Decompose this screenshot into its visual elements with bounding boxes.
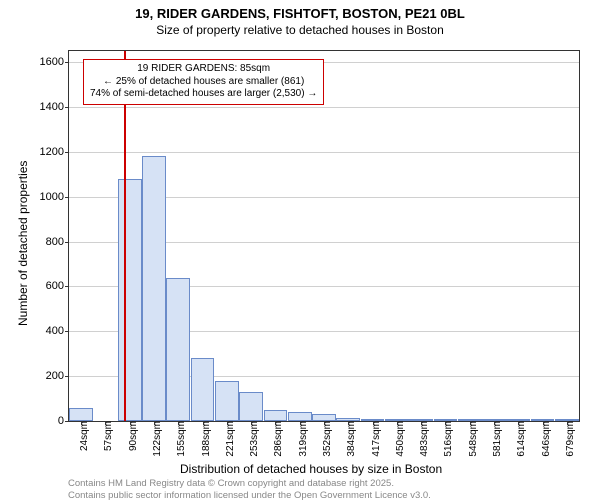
x-tick-label: 679sqm xyxy=(563,421,576,457)
chart-subtitle: Size of property relative to detached ho… xyxy=(0,23,600,39)
x-tick-mark xyxy=(324,421,325,425)
x-tick-mark xyxy=(251,421,252,425)
x-tick-label: 57sqm xyxy=(101,421,114,451)
y-tick-mark xyxy=(65,197,69,198)
histogram-bar xyxy=(69,408,93,421)
x-tick-label: 155sqm xyxy=(174,421,187,457)
x-tick-label: 188sqm xyxy=(199,421,212,457)
x-tick-mark xyxy=(130,421,131,425)
plot-area: 0200400600800100012001400160024sqm57sqm9… xyxy=(68,50,580,422)
x-tick-mark xyxy=(543,421,544,425)
histogram-bar xyxy=(215,381,239,421)
gridline xyxy=(69,152,579,153)
x-tick-label: 253sqm xyxy=(247,421,260,457)
x-tick-label: 516sqm xyxy=(441,421,454,457)
histogram-bar xyxy=(191,358,215,421)
histogram-bar xyxy=(288,412,312,421)
x-tick-label: 483sqm xyxy=(417,421,430,457)
x-tick-mark xyxy=(203,421,204,425)
y-tick-mark xyxy=(65,421,69,422)
x-tick-mark xyxy=(397,421,398,425)
x-tick-mark xyxy=(105,421,106,425)
gridline xyxy=(69,107,579,108)
x-tick-mark xyxy=(470,421,471,425)
chart-title: 19, RIDER GARDENS, FISHTOFT, BOSTON, PE2… xyxy=(0,0,600,23)
x-tick-label: 417sqm xyxy=(369,421,382,457)
x-tick-mark xyxy=(81,421,82,425)
y-tick-mark xyxy=(65,242,69,243)
x-tick-mark xyxy=(445,421,446,425)
x-tick-mark xyxy=(275,421,276,425)
y-tick-mark xyxy=(65,331,69,332)
y-tick-mark xyxy=(65,376,69,377)
info-box: 19 RIDER GARDENS: 85sqm ← 25% of detache… xyxy=(83,59,324,105)
x-tick-label: 646sqm xyxy=(539,421,552,457)
x-tick-label: 90sqm xyxy=(126,421,139,451)
chart-container: 19, RIDER GARDENS, FISHTOFT, BOSTON, PE2… xyxy=(0,0,600,500)
x-tick-mark xyxy=(373,421,374,425)
x-tick-mark xyxy=(421,421,422,425)
histogram-bar xyxy=(166,278,190,422)
x-axis-label: Distribution of detached houses by size … xyxy=(180,462,442,476)
histogram-bar xyxy=(239,392,263,421)
x-tick-label: 548sqm xyxy=(466,421,479,457)
footer-attribution: Contains HM Land Registry data © Crown c… xyxy=(68,478,431,502)
info-line-1: 19 RIDER GARDENS: 85sqm xyxy=(90,63,317,76)
x-tick-mark xyxy=(154,421,155,425)
x-tick-label: 24sqm xyxy=(77,421,90,451)
x-tick-label: 581sqm xyxy=(490,421,503,457)
x-tick-mark xyxy=(227,421,228,425)
x-tick-mark xyxy=(348,421,349,425)
x-tick-mark xyxy=(567,421,568,425)
histogram-bar xyxy=(312,414,336,421)
x-tick-mark xyxy=(178,421,179,425)
info-line-3: 74% of semi-detached houses are larger (… xyxy=(90,88,317,101)
y-tick-mark xyxy=(65,286,69,287)
histogram-bar xyxy=(118,179,142,421)
histogram-bar xyxy=(142,156,166,421)
x-tick-label: 221sqm xyxy=(223,421,236,457)
x-tick-label: 450sqm xyxy=(393,421,406,457)
y-tick-mark xyxy=(65,62,69,63)
x-tick-label: 286sqm xyxy=(271,421,284,457)
y-tick-mark xyxy=(65,152,69,153)
info-line-2: ← 25% of detached houses are smaller (86… xyxy=(90,76,317,89)
x-tick-mark xyxy=(494,421,495,425)
x-tick-mark xyxy=(300,421,301,425)
x-tick-label: 122sqm xyxy=(150,421,163,457)
x-tick-label: 352sqm xyxy=(320,421,333,457)
y-tick-mark xyxy=(65,107,69,108)
x-tick-label: 319sqm xyxy=(296,421,309,457)
histogram-bar xyxy=(264,410,288,421)
x-tick-label: 614sqm xyxy=(514,421,527,457)
x-tick-label: 384sqm xyxy=(344,421,357,457)
y-axis-label: Number of detached properties xyxy=(16,161,30,326)
marker-line xyxy=(124,51,126,421)
x-tick-mark xyxy=(518,421,519,425)
footer-line-1: Contains HM Land Registry data © Crown c… xyxy=(68,478,431,490)
